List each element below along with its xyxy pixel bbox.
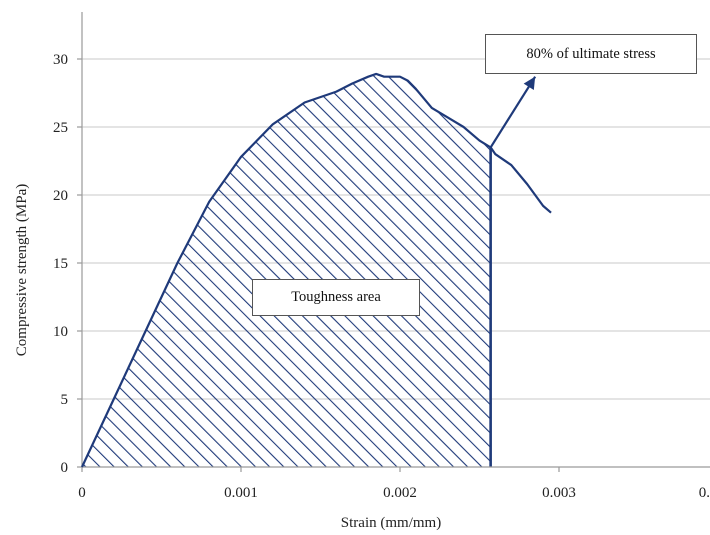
toughness-area-region bbox=[82, 73, 492, 468]
x-tick-label: 0.003 bbox=[542, 485, 576, 501]
y-tick-label: 15 bbox=[53, 256, 68, 272]
y-axis-title: Compressive strength (MPa) bbox=[14, 184, 30, 356]
y-tick-label: 5 bbox=[61, 392, 69, 408]
y-tick-label: 20 bbox=[53, 188, 68, 204]
y-tick-label: 10 bbox=[53, 324, 68, 340]
y-tick-label: 30 bbox=[53, 52, 68, 68]
x-tick-label: 0. bbox=[699, 485, 710, 501]
x-axis-title: Strain (mm/mm) bbox=[341, 515, 441, 531]
annotation-arrow bbox=[489, 76, 537, 148]
arrow-shaft bbox=[489, 76, 537, 148]
stress-strain-curve bbox=[81, 72, 552, 468]
axes bbox=[77, 12, 710, 472]
tick-labels: 0 5 10 15 20 25 30 0 0.001 0.002 0.003 0. bbox=[53, 52, 710, 501]
ultimate-stress-label: 80% of ultimate stress bbox=[485, 34, 697, 74]
toughness-area-label: Toughness area bbox=[252, 279, 420, 316]
x-tick-label: 0.002 bbox=[383, 485, 417, 501]
y-tick-label: 0 bbox=[61, 460, 69, 476]
x-tick-label: 0 bbox=[78, 485, 86, 501]
x-tick-label: 0.001 bbox=[224, 485, 258, 501]
toughness-hatch bbox=[82, 73, 491, 468]
y-tick-label: 25 bbox=[53, 120, 68, 136]
curve-line bbox=[81, 72, 552, 468]
arrow-head bbox=[523, 76, 536, 91]
